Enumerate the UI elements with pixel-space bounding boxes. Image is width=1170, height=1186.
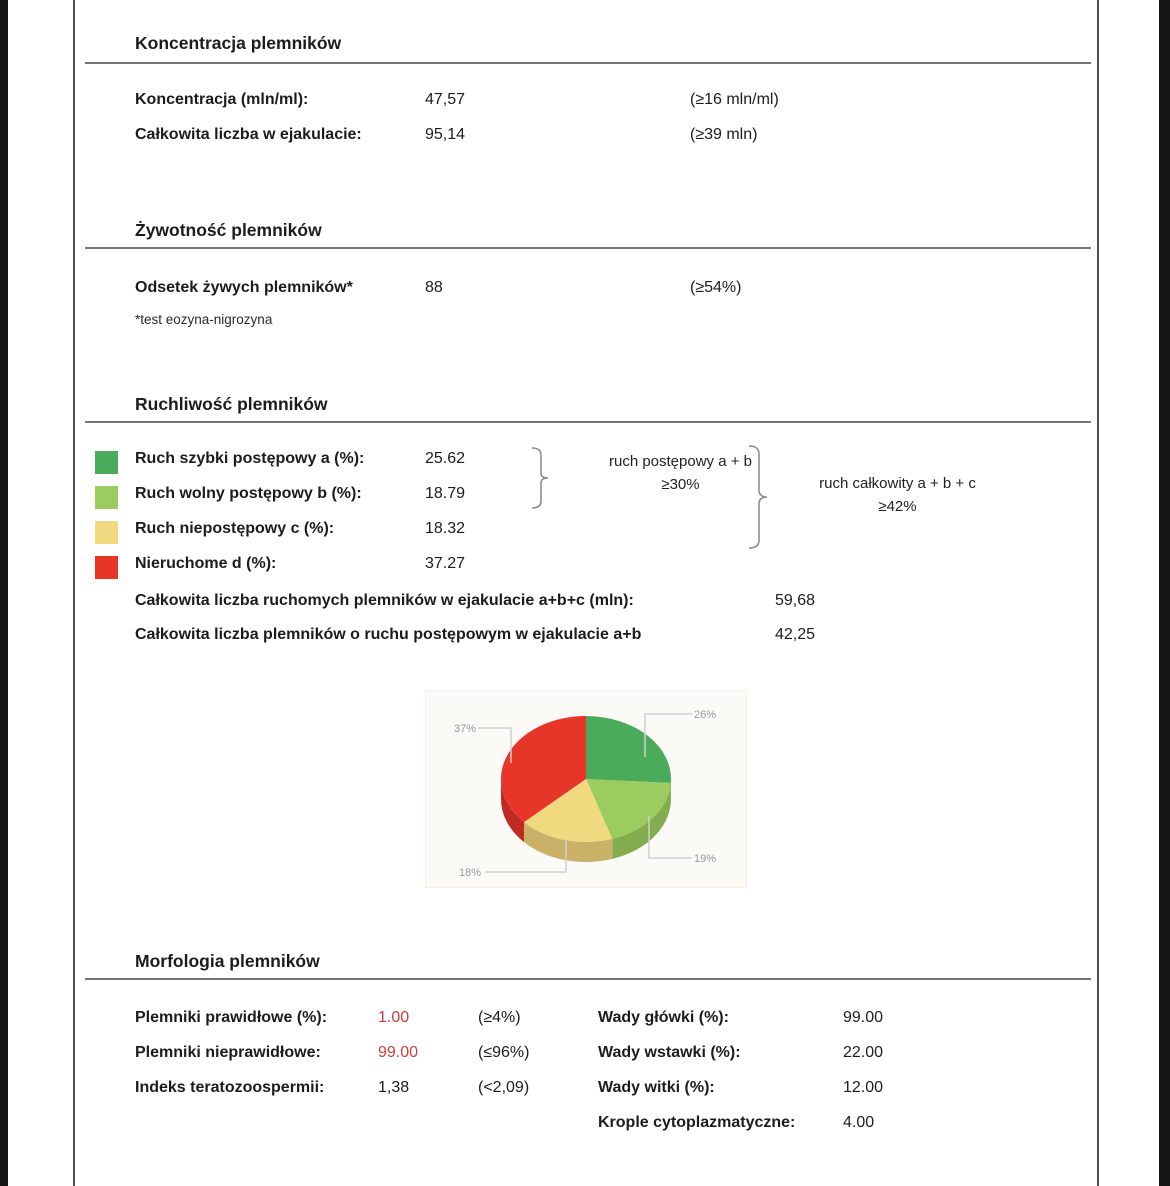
pie-slice-c bbox=[524, 779, 613, 842]
bracket-text-line2: ≥42% bbox=[878, 498, 917, 515]
section-title-concentration: Koncentracja plemników bbox=[135, 33, 342, 53]
leader-line-d bbox=[478, 727, 512, 763]
brace-total-abc bbox=[748, 445, 768, 549]
clipped-order-number: Nr zlecenia: 230 424 bbox=[943, 0, 1076, 3]
legend-swatch-lightgreen bbox=[95, 486, 118, 509]
row-value: 47,57 bbox=[425, 91, 466, 108]
morphology-row-normal: Plemniki prawidłowe (%): 1.00 (≥4%) bbox=[75, 1009, 1097, 1031]
row-label: Całkowita liczba ruchomych plemników w e… bbox=[135, 592, 634, 609]
morphology-row-abnormal: Plemniki nieprawidłowe: 99.00 (≤96%) bbox=[75, 1044, 1097, 1066]
row-value: 59,68 bbox=[775, 592, 816, 609]
leader-line-a bbox=[644, 713, 692, 757]
row-value: 25.62 bbox=[425, 450, 466, 467]
row-label: Wady wstawki (%): bbox=[598, 1044, 741, 1061]
vitality-row: Odsetek żywych plemników* 88 (≥54%) bbox=[75, 279, 1097, 301]
row-value: 99.00 bbox=[378, 1044, 419, 1061]
row-value: 18.79 bbox=[425, 485, 466, 502]
row-value: 42,25 bbox=[775, 626, 816, 643]
morphology-row-tail-defects: Wady witki (%): 12.00 bbox=[75, 1079, 1097, 1101]
row-label: Wady główki (%): bbox=[598, 1009, 729, 1026]
row-label: Całkowita liczba plemników o ruchu postę… bbox=[135, 626, 642, 643]
row-value: 4.00 bbox=[843, 1114, 875, 1131]
document-body: Nr zlecenia: 230 424 Koncentracja plemni… bbox=[73, 0, 1099, 1186]
row-label: Całkowita liczba w ejakulacie: bbox=[135, 126, 362, 143]
screen-edge-right bbox=[1159, 0, 1170, 1186]
leader-line-c bbox=[485, 839, 567, 873]
bracket-text-line1: ruch całkowity a + b + c bbox=[819, 475, 976, 492]
bracket-text-line1: ruch postępowy a + b bbox=[608, 453, 752, 470]
motility-row-a: Ruch szybki postępowy a (%): 25.62 bbox=[75, 450, 1097, 474]
section-rule bbox=[85, 978, 1091, 980]
pie-label-c: 18% bbox=[459, 867, 481, 879]
row-label: Ruch szybki postępowy a (%): bbox=[135, 450, 365, 467]
row-value: 18.32 bbox=[425, 520, 466, 537]
row-value: 95,14 bbox=[425, 126, 466, 143]
motility-total-abc-row: Całkowita liczba ruchomych plemników w e… bbox=[75, 592, 1097, 614]
row-reference-range: (≥4%) bbox=[478, 1009, 521, 1026]
row-label: Nieruchome d (%): bbox=[135, 555, 277, 572]
row-value: 99.00 bbox=[843, 1009, 884, 1026]
bracket-text-line2: ≥30% bbox=[661, 476, 700, 493]
row-value: 88 bbox=[425, 279, 443, 296]
bracket-label-total: ruch całkowity a + b + c ≥42% bbox=[780, 472, 1015, 518]
vitality-footnote: *test eozyna-nigrozyna bbox=[135, 312, 273, 327]
pie-label-b: 19% bbox=[694, 853, 716, 865]
legend-swatch-yellow bbox=[95, 521, 118, 544]
row-value: 22.00 bbox=[843, 1044, 884, 1061]
row-reference-range: (≤96%) bbox=[478, 1044, 530, 1061]
row-value: 1.00 bbox=[378, 1009, 410, 1026]
pie-label-d: 37% bbox=[454, 723, 476, 735]
pie-wall-d bbox=[501, 779, 524, 843]
motility-pie-chart: 26% 19% 18% 37% bbox=[425, 690, 747, 888]
pie-wall-b bbox=[612, 783, 671, 859]
row-label: Indeks teratozoospermii: bbox=[135, 1079, 325, 1096]
section-title-morphology: Morfologia plemników bbox=[135, 951, 320, 971]
pie-slice-a bbox=[586, 716, 671, 783]
concentration-row: Koncentracja (mln/ml): 47,57 (≥16 mln/ml… bbox=[75, 91, 1097, 113]
section-title-vitality: Żywotność plemników bbox=[135, 220, 322, 240]
pie-chart-svg: 26% 19% 18% 37% bbox=[454, 709, 716, 879]
row-label: Ruch wolny postępowy b (%): bbox=[135, 485, 362, 502]
morphology-row-teratozoospermia-index: Indeks teratozoospermii: 1,38 (<2,09) bbox=[75, 1079, 1097, 1101]
row-value: 12.00 bbox=[843, 1079, 884, 1096]
screen-edge-left bbox=[0, 0, 8, 1186]
row-label: Plemniki prawidłowe (%): bbox=[135, 1009, 328, 1026]
motility-total-ab-row: Całkowita liczba plemników o ruchu postę… bbox=[75, 626, 1097, 648]
row-label: Wady witki (%): bbox=[598, 1079, 715, 1096]
morphology-row-midpiece-defects: Wady wstawki (%): 22.00 bbox=[75, 1044, 1097, 1066]
row-label: Plemniki nieprawidłowe: bbox=[135, 1044, 321, 1061]
row-reference-range: (≥39 mln) bbox=[690, 126, 758, 143]
total-count-row: Całkowita liczba w ejakulacie: 95,14 (≥3… bbox=[75, 126, 1097, 148]
row-label: Odsetek żywych plemników* bbox=[135, 279, 353, 296]
row-value: 1,38 bbox=[378, 1079, 410, 1096]
section-rule bbox=[85, 247, 1091, 249]
row-reference-range: (<2,09) bbox=[478, 1079, 530, 1096]
motility-row-c: Ruch niepostępowy c (%): 18.32 bbox=[75, 520, 1097, 544]
row-label: Ruch niepostępowy c (%): bbox=[135, 520, 335, 537]
pie-slice-d bbox=[500, 716, 586, 823]
leader-line-b bbox=[648, 816, 692, 859]
pie-label-a: 26% bbox=[694, 709, 716, 721]
row-reference-range: (≥16 mln/ml) bbox=[690, 91, 779, 108]
section-rule bbox=[85, 421, 1091, 423]
pie-wall-c bbox=[524, 822, 613, 862]
row-label: Krople cytoplazmatyczne: bbox=[598, 1114, 796, 1131]
section-rule bbox=[85, 62, 1091, 64]
brace-progressive-ab bbox=[531, 447, 549, 509]
bracket-label-progressive: ruch postępowy a + b ≥30% bbox=[558, 450, 803, 496]
row-reference-range: (≥54%) bbox=[690, 279, 742, 296]
row-value: 37.27 bbox=[425, 555, 466, 572]
section-title-motility: Ruchliwość plemników bbox=[135, 394, 328, 414]
morphology-row-head-defects: Wady główki (%): 99.00 bbox=[75, 1009, 1097, 1031]
row-label: Koncentracja (mln/ml): bbox=[135, 91, 309, 108]
motility-row-b: Ruch wolny postępowy b (%): 18.79 bbox=[75, 485, 1097, 509]
legend-swatch-red bbox=[95, 556, 118, 579]
legend-swatch-green bbox=[95, 451, 118, 474]
motility-row-d: Nieruchome d (%): 37.27 bbox=[75, 555, 1097, 579]
morphology-row-cytoplasmic-droplets: Krople cytoplazmatyczne: 4.00 bbox=[75, 1114, 1097, 1136]
pie-slice-b bbox=[586, 779, 671, 839]
